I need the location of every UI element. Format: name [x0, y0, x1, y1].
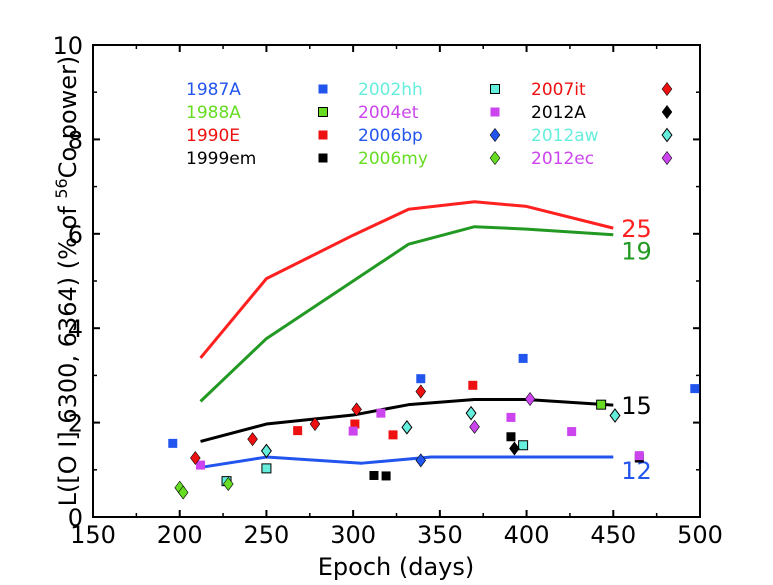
legend: 1987A 1988A 1990E 1999em 2002hh 2004et 2006bp 2… — [186, 80, 673, 169]
model-line-25 — [199, 200, 614, 359]
legend-marker-1988A — [318, 107, 328, 117]
point-2007it — [351, 402, 362, 417]
point-2002hh — [261, 463, 272, 474]
y-tick-label: 8 — [68, 126, 83, 154]
y-axis-label: L([O I] 6300, 6364) (% of 56Co power) — [52, 56, 82, 507]
point-1987A — [168, 438, 178, 448]
x-tick-label: 500 — [677, 521, 723, 549]
point-2006my — [177, 485, 189, 500]
legend-marker-2012A — [661, 105, 673, 119]
point-1999em — [369, 470, 379, 480]
legend-label-2012A: 2012A — [531, 103, 586, 123]
point-2007it — [247, 432, 258, 447]
legend-marker-2012ec — [661, 151, 673, 165]
point-2012A — [509, 441, 520, 456]
legend-label-1990E: 1990E — [186, 126, 240, 146]
x-tick-label: 150 — [70, 521, 116, 549]
x-tick-label: 250 — [244, 521, 290, 549]
point-2012aw — [260, 443, 272, 459]
point-1988A — [596, 399, 607, 410]
point-2007it — [415, 384, 427, 399]
legend-marker-1987A — [318, 84, 328, 94]
legend-label-1987A: 1987A — [186, 80, 241, 100]
point-2012aw — [401, 419, 413, 435]
model-label-25: 25 — [621, 215, 652, 243]
point-1987A — [690, 384, 700, 394]
model-line-19 — [199, 225, 614, 403]
y-axis-label-main: L([O I] 6300, 6364) (% of — [54, 199, 82, 507]
point-2002hh — [518, 440, 529, 451]
x-axis-label: Epoch (days) — [318, 553, 475, 581]
point-1999em — [381, 471, 391, 481]
legend-label-2006my: 2006my — [358, 149, 428, 169]
x-tick-label: 450 — [590, 521, 636, 549]
legend-label-2002hh: 2002hh — [358, 80, 423, 100]
y-tick-label: 0 — [68, 504, 83, 532]
x-tick-label: 400 — [504, 521, 550, 549]
point-1987A — [416, 374, 426, 384]
point-2004et — [348, 426, 358, 436]
point-1990E — [468, 380, 478, 390]
model-label-19: 19 — [621, 238, 652, 266]
legend-marker-2012aw — [661, 127, 673, 143]
point-2012aw — [465, 405, 477, 421]
legend-label-2012ec: 2012ec — [531, 149, 594, 169]
legend-label-2006bp: 2006bp — [358, 126, 423, 146]
legend-marker-1999em — [318, 153, 328, 163]
legend-label-2007it: 2007it — [531, 80, 586, 100]
x-tick-label: 350 — [417, 521, 463, 549]
legend-marker-2006bp — [489, 128, 501, 142]
y-tick-label: 4 — [68, 315, 83, 343]
point-2007it — [309, 417, 321, 432]
y-tick-label: 6 — [68, 221, 83, 249]
point-1990E — [350, 419, 360, 429]
point-2006my — [223, 476, 234, 491]
legend-marker-2004et — [490, 107, 500, 117]
y-axis-label-tail: Co power) — [54, 56, 82, 179]
axis-ticks: 150 200 250 300 350 400 450 500 0 2 4 6 8 10 — [52, 32, 722, 549]
point-2004et — [506, 412, 516, 422]
point-2006bp — [415, 453, 427, 468]
model-line-12 — [200, 455, 614, 469]
point-2012aw — [609, 408, 621, 423]
legend-label-2012aw: 2012aw — [531, 126, 599, 146]
legend-label-2004et: 2004et — [358, 103, 419, 123]
point-2004et — [376, 408, 386, 418]
legend-marker-2006my — [489, 151, 501, 165]
point-1999em — [506, 432, 516, 442]
x-tick-label: 200 — [157, 521, 203, 549]
point-2004et — [567, 427, 577, 437]
point-1990E — [388, 430, 398, 440]
data-points — [168, 353, 700, 500]
point-2012ec — [469, 419, 480, 434]
point-2012ec — [524, 392, 536, 406]
point-2004et — [196, 460, 206, 470]
legend-marker-2007it — [661, 82, 673, 96]
model-label-15: 15 — [621, 392, 652, 420]
point-2004et — [634, 451, 644, 461]
point-1990E — [293, 426, 303, 436]
y-tick-label: 2 — [68, 410, 83, 438]
y-axis-label-sup: 56 — [52, 178, 71, 198]
point-1987A — [518, 353, 528, 363]
x-tick-label: 300 — [330, 521, 376, 549]
point-2007it — [190, 451, 201, 465]
y-tick-label: 10 — [52, 32, 83, 60]
legend-marker-2002hh — [490, 84, 500, 94]
legend-marker-1990E — [318, 130, 328, 140]
legend-label-1988A: 1988A — [186, 103, 241, 123]
legend-label-1999em: 1999em — [186, 149, 256, 169]
